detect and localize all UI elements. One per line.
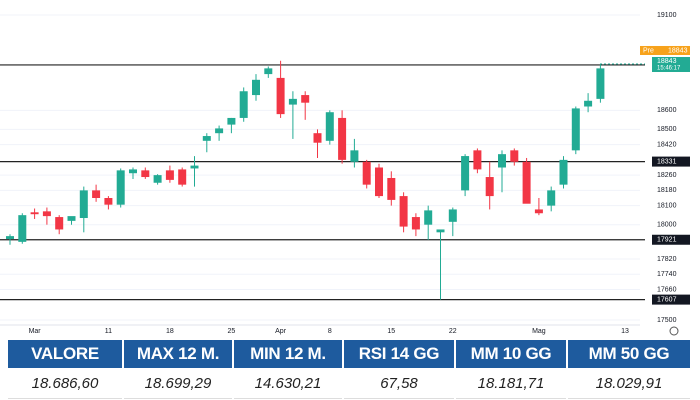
table-header: MM 10 GG [456, 340, 566, 368]
candle-body [375, 167, 383, 197]
candle-body [584, 100, 593, 107]
level-tag [652, 156, 690, 167]
price-tag [652, 56, 690, 72]
y-tick-label: 17660 [657, 286, 677, 293]
x-tick-label: 22 [449, 328, 457, 335]
candle-body [190, 165, 199, 169]
y-tick-label: 17820 [657, 256, 677, 263]
candle-body [301, 95, 310, 103]
table-value: 18.686,60 [8, 370, 122, 399]
candle-body [153, 175, 162, 183]
candle-body [276, 77, 285, 115]
y-tick-label: 18100 [657, 202, 677, 209]
x-tick-label: 13 [621, 328, 629, 335]
candle-body [387, 177, 396, 200]
candle-body [165, 170, 174, 180]
table-header: RSI 14 GG [344, 340, 454, 368]
candle-body [116, 170, 125, 205]
candle-body [338, 117, 347, 160]
y-tick-label: 18000 [657, 222, 677, 229]
x-tick-label: Mag [532, 328, 546, 335]
candle-body [399, 196, 408, 227]
candle-body [141, 170, 150, 178]
chart: 17500 17660 17740 17820 18000 18100 18180 18260… [0, 12, 690, 336]
x-tick-label: 18 [166, 328, 174, 335]
candle-body [596, 68, 605, 99]
candle-body [559, 159, 568, 185]
candle-body [79, 190, 88, 219]
candle-body [448, 209, 457, 222]
candle-body [18, 215, 27, 242]
candle-body [485, 177, 494, 197]
candle-body [313, 133, 322, 143]
candle-body [227, 117, 236, 125]
candle-body [534, 209, 543, 214]
y-tick-label: 18600 [657, 107, 677, 114]
table-header: VALORE [8, 340, 122, 368]
candle-body [42, 211, 51, 217]
candle-body [55, 217, 64, 230]
pre-price: 18843 [668, 47, 688, 54]
table-value: 18.029,91 [568, 370, 690, 399]
candle-body [6, 236, 14, 239]
table-value: 18.181,71 [456, 370, 566, 399]
x-tick-label: Mar [29, 328, 42, 335]
candle-body [239, 91, 248, 118]
last-price: 18843 [657, 58, 677, 65]
candle-body [362, 161, 371, 185]
level-label: 18331 [657, 158, 677, 165]
y-tick-label: 18260 [657, 172, 677, 179]
candle-body [104, 198, 113, 205]
last-time: 15:46:17 [657, 66, 681, 72]
candle-body [129, 169, 137, 174]
candle-body [252, 79, 260, 96]
candle-body [522, 161, 531, 204]
candle-body [92, 190, 101, 198]
y-tick-label: 18420 [657, 141, 677, 148]
level-tag [652, 294, 690, 305]
table-header: MAX 12 M. [124, 340, 232, 368]
level-label: 17921 [657, 237, 677, 244]
candle-body [67, 216, 76, 221]
y-tick-label: 18180 [657, 187, 677, 194]
candle-body [178, 169, 187, 185]
candle-body [510, 150, 519, 162]
candle-body [461, 156, 470, 191]
y-tick-label: 17740 [657, 271, 677, 278]
y-tick-label: 19100 [657, 12, 677, 19]
x-tick-label: 15 [387, 328, 395, 335]
table-header: MM 50 GG [568, 340, 690, 368]
candle-body [498, 154, 506, 168]
x-tick-label: 25 [228, 328, 236, 335]
candle-body [571, 108, 580, 151]
y-tick-label: 18500 [657, 126, 677, 133]
candle-body [473, 150, 482, 170]
candle-body [288, 98, 297, 105]
settings-icon[interactable] [669, 326, 679, 336]
x-tick-label: 11 [105, 328, 112, 335]
stats-table: VALORE MAX 12 M. MIN 12 M. RSI 14 GG MM 10 G… [8, 340, 692, 399]
x-tick-label: 8 [328, 328, 332, 335]
level-tag [652, 234, 690, 245]
table-header: MIN 12 M. [234, 340, 342, 368]
table-value: 14.630,21 [234, 370, 342, 399]
candle-body [202, 136, 211, 141]
candle-body [325, 112, 334, 141]
pre-label: Pre [643, 47, 654, 54]
pre-tag [640, 45, 690, 55]
candle-body [424, 210, 433, 225]
candle-body [30, 212, 39, 215]
y-tick-label: 17500 [657, 317, 677, 324]
table-value: 67,58 [344, 370, 454, 399]
candle-body [350, 150, 359, 162]
table-value: 18.699,29 [124, 370, 232, 399]
candle-body [411, 217, 420, 230]
level-label: 17607 [657, 296, 677, 303]
candle-body [547, 190, 556, 206]
candle-body [264, 68, 273, 75]
x-tick-label: Apr [275, 328, 287, 335]
candle-body [215, 128, 224, 134]
candle-body [436, 229, 445, 233]
